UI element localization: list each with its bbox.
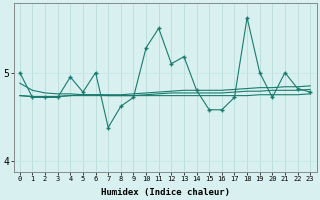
X-axis label: Humidex (Indice chaleur): Humidex (Indice chaleur) (100, 188, 229, 197)
